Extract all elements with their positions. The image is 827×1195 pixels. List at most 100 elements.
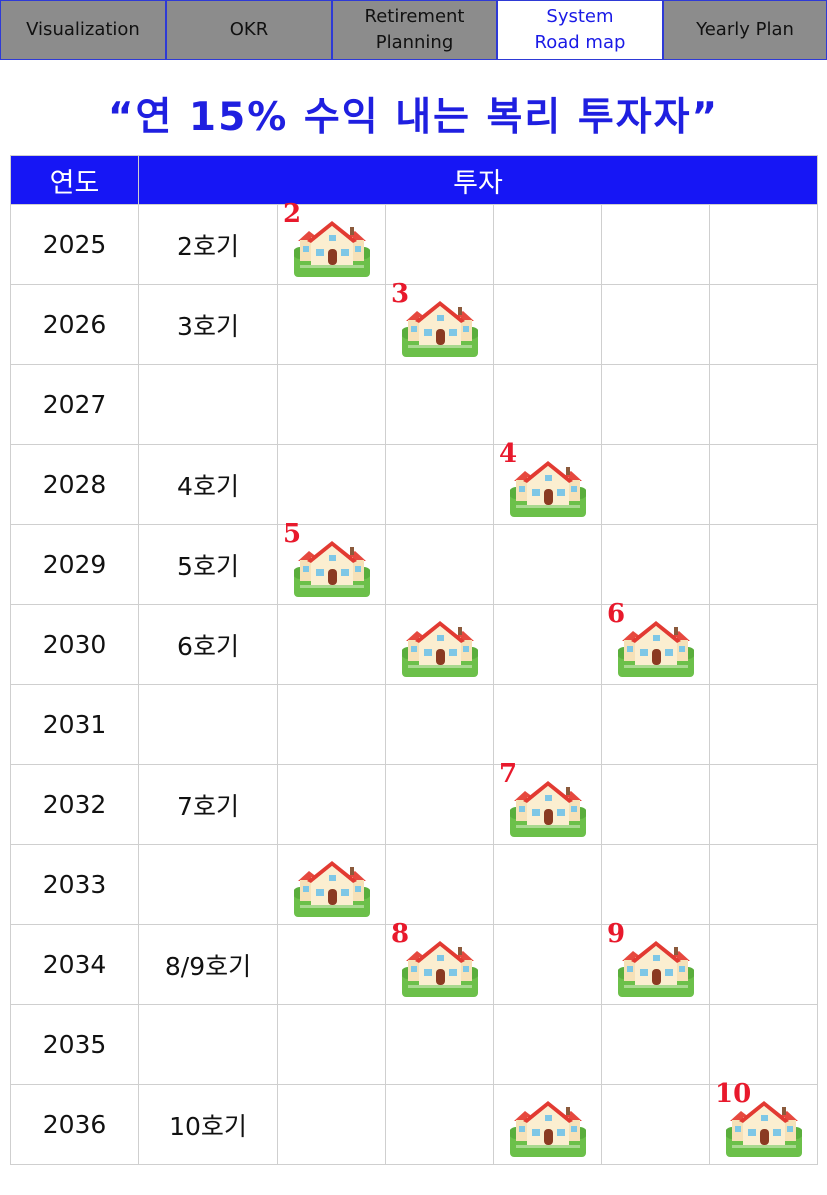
unit-cell: 6호기 (138, 604, 278, 685)
invest-cell (601, 204, 710, 285)
invest-cell (709, 684, 818, 765)
year-cell: 2031 (10, 684, 139, 765)
house-number-label: 3 (391, 279, 410, 309)
invest-cell (385, 524, 494, 605)
roadmap-table: 연도 투자 2025 2호기 2 2026 3호기 3 2027 2028 4호기 4 2029 5호… (10, 155, 818, 1165)
unit-cell (138, 844, 278, 925)
invest-cell (709, 604, 818, 685)
house-icon (509, 455, 587, 517)
tab-okr[interactable]: OKR (166, 0, 332, 60)
year-cell: 2034 (10, 924, 139, 1005)
house-icon (509, 1095, 587, 1157)
unit-cell (138, 1004, 278, 1085)
house-number-label: 5 (283, 519, 302, 549)
year-cell: 2028 (10, 444, 139, 525)
invest-cell (709, 444, 818, 525)
year-cell: 2033 (10, 844, 139, 925)
invest-cell (709, 204, 818, 285)
invest-cell (601, 524, 710, 605)
tab-yearly-plan[interactable]: Yearly Plan (663, 0, 827, 60)
year-cell: 2026 (10, 284, 139, 365)
invest-cell (385, 844, 494, 925)
unit-cell: 7호기 (138, 764, 278, 845)
invest-cell (601, 364, 710, 445)
invest-cell (385, 364, 494, 445)
invest-cell (709, 844, 818, 925)
invest-cell (493, 364, 602, 445)
invest-cell (277, 604, 386, 685)
tab-visualization[interactable]: Visualization (0, 0, 166, 60)
invest-cell (493, 844, 602, 925)
tab-bar: Visualization OKR Retirement Planning Syste… (0, 0, 827, 60)
page-title: “연 15% 수익 내는 복리 투자자” (107, 95, 720, 140)
invest-cell (709, 284, 818, 365)
invest-cell (601, 444, 710, 525)
invest-cell (709, 1004, 818, 1085)
invest-cell (709, 364, 818, 445)
table-row: 2034 8/9호기 8 9 (10, 921, 818, 1005)
invest-cell (709, 764, 818, 845)
invest-cell: 8 (385, 921, 494, 1005)
house-number-label: 6 (607, 599, 626, 629)
invest-cell (277, 444, 386, 525)
year-cell: 2030 (10, 604, 139, 685)
unit-cell: 8/9호기 (138, 924, 278, 1005)
tab-system-road-map[interactable]: System Road map (497, 0, 663, 60)
invest-cell: 9 (601, 921, 710, 1005)
invest-cell (277, 1004, 386, 1085)
unit-cell: 2호기 (138, 204, 278, 285)
invest-cell (277, 364, 386, 445)
year-cell: 2036 (10, 1084, 139, 1165)
house-number-label: 10 (715, 1079, 752, 1109)
invest-cell (493, 284, 602, 365)
unit-cell (138, 684, 278, 765)
house-icon (401, 615, 479, 677)
invest-cell (277, 764, 386, 845)
invest-cell (385, 1084, 494, 1165)
table-row: 2027 (10, 364, 818, 445)
table-row: 2025 2호기 2 (10, 201, 818, 285)
year-cell: 2032 (10, 764, 139, 845)
house-number-label: 4 (499, 439, 518, 469)
tab-retirement-planning[interactable]: Retirement Planning (332, 0, 497, 60)
invest-cell: 3 (385, 281, 494, 365)
house-icon (401, 295, 479, 357)
house-number-label: 8 (391, 919, 410, 949)
invest-cell (601, 1084, 710, 1165)
house-number-label: 7 (499, 759, 518, 789)
invest-cell (385, 1004, 494, 1085)
invest-cell: 4 (493, 441, 602, 525)
invest-cell (493, 1004, 602, 1085)
table-row: 2030 6호기 6 (10, 601, 818, 685)
invest-cell (385, 444, 494, 525)
invest-cell: 2 (277, 201, 386, 285)
unit-cell: 10호기 (138, 1084, 278, 1165)
table-row: 2026 3호기 3 (10, 281, 818, 365)
house-number-label: 2 (283, 199, 302, 229)
house-icon (293, 215, 371, 277)
house-icon (401, 935, 479, 997)
invest-cell (709, 924, 818, 1005)
table-row: 2031 (10, 684, 818, 765)
invest-cell (277, 284, 386, 365)
year-cell: 2029 (10, 524, 139, 605)
invest-cell (385, 684, 494, 765)
invest-cell (601, 764, 710, 845)
invest-cell (277, 1084, 386, 1165)
invest-cell (601, 844, 710, 925)
table-row: 2033 (10, 844, 818, 925)
house-icon (509, 775, 587, 837)
unit-cell: 5호기 (138, 524, 278, 605)
unit-cell: 3호기 (138, 284, 278, 365)
invest-cell (277, 684, 386, 765)
year-cell: 2035 (10, 1004, 139, 1085)
invest-cell (493, 204, 602, 285)
invest-cell (601, 1004, 710, 1085)
house-icon (617, 935, 695, 997)
invest-cell (385, 604, 494, 685)
invest-cell: 7 (493, 761, 602, 845)
invest-cell (493, 524, 602, 605)
table-row: 2035 (10, 1004, 818, 1085)
unit-cell (138, 364, 278, 445)
house-number-label: 9 (607, 919, 626, 949)
